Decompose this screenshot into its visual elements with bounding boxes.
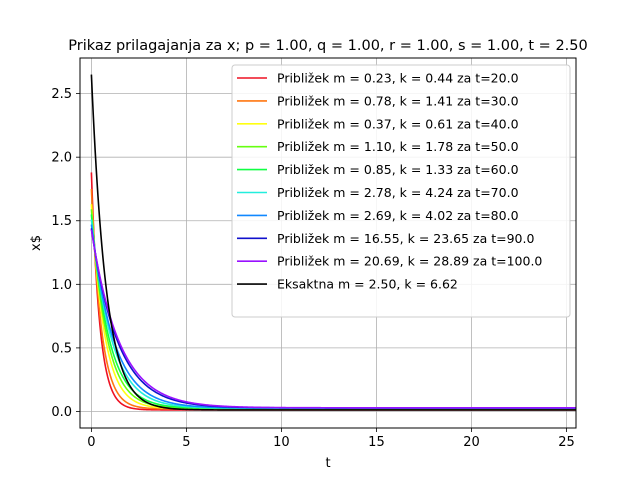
x-axis-label: t bbox=[325, 456, 330, 471]
legend-entry: Približek m = 0.23, k = 0.44 za t=20.0 bbox=[277, 71, 519, 86]
legend-entry: Približek m = 2.78, k = 4.24 za t=70.0 bbox=[277, 185, 519, 200]
legend-entry: Približek m = 16.55, k = 23.65 za t=90.0 bbox=[277, 231, 534, 246]
y-tick-label: 1.0 bbox=[51, 278, 72, 293]
x-tick-label: 15 bbox=[368, 435, 385, 450]
legend-box bbox=[231, 64, 571, 318]
legend-entry: Približek m = 20.69, k = 28.89 za t=100.… bbox=[277, 254, 542, 269]
legend-entry: Približek m = 0.37, k = 0.61 za t=40.0 bbox=[277, 116, 519, 131]
y-tick-label: 2.0 bbox=[51, 151, 72, 166]
plot-frame bbox=[79, 57, 577, 429]
x-tick-label: 0 bbox=[87, 435, 95, 450]
axis-ticks: 0 5 10 15 20 25 0.0 0.5 1.0 1.5 2.0 2.5 bbox=[51, 87, 574, 450]
x-tick-label: 20 bbox=[463, 435, 480, 450]
series-line-10 bbox=[90, 74, 576, 411]
legend-entry: Približek m = 0.78, k = 1.41 za t=30.0 bbox=[277, 93, 519, 108]
y-tick-label: 0.5 bbox=[51, 341, 72, 356]
y-axis-label: x$ bbox=[29, 235, 44, 251]
x-tick-label: 10 bbox=[273, 435, 290, 450]
chart-title: Prikaz prilagajanja za x; p = 1.00, q = … bbox=[68, 38, 587, 54]
x-tick-label: 25 bbox=[558, 435, 575, 450]
legend-entry: Približek m = 2.69, k = 4.02 za t=80.0 bbox=[277, 208, 519, 223]
legend-entry: Približek m = 0.85, k = 1.33 za t=60.0 bbox=[277, 162, 519, 177]
y-tick-label: 2.5 bbox=[51, 87, 72, 102]
legend-entry: Eksaktna m = 2.50, k = 6.62 bbox=[277, 277, 458, 292]
legend-entry: Približek m = 1.10, k = 1.78 za t=50.0 bbox=[277, 139, 519, 154]
y-tick-label: 0.0 bbox=[51, 405, 72, 420]
series-lines bbox=[90, 74, 576, 411]
legend: Približek m = 0.23, k = 0.44 za t=20.0 Pr… bbox=[231, 64, 571, 318]
series-line-9 bbox=[90, 229, 576, 409]
x-tick-label: 5 bbox=[182, 435, 190, 450]
y-tick-label: 1.5 bbox=[51, 214, 72, 229]
